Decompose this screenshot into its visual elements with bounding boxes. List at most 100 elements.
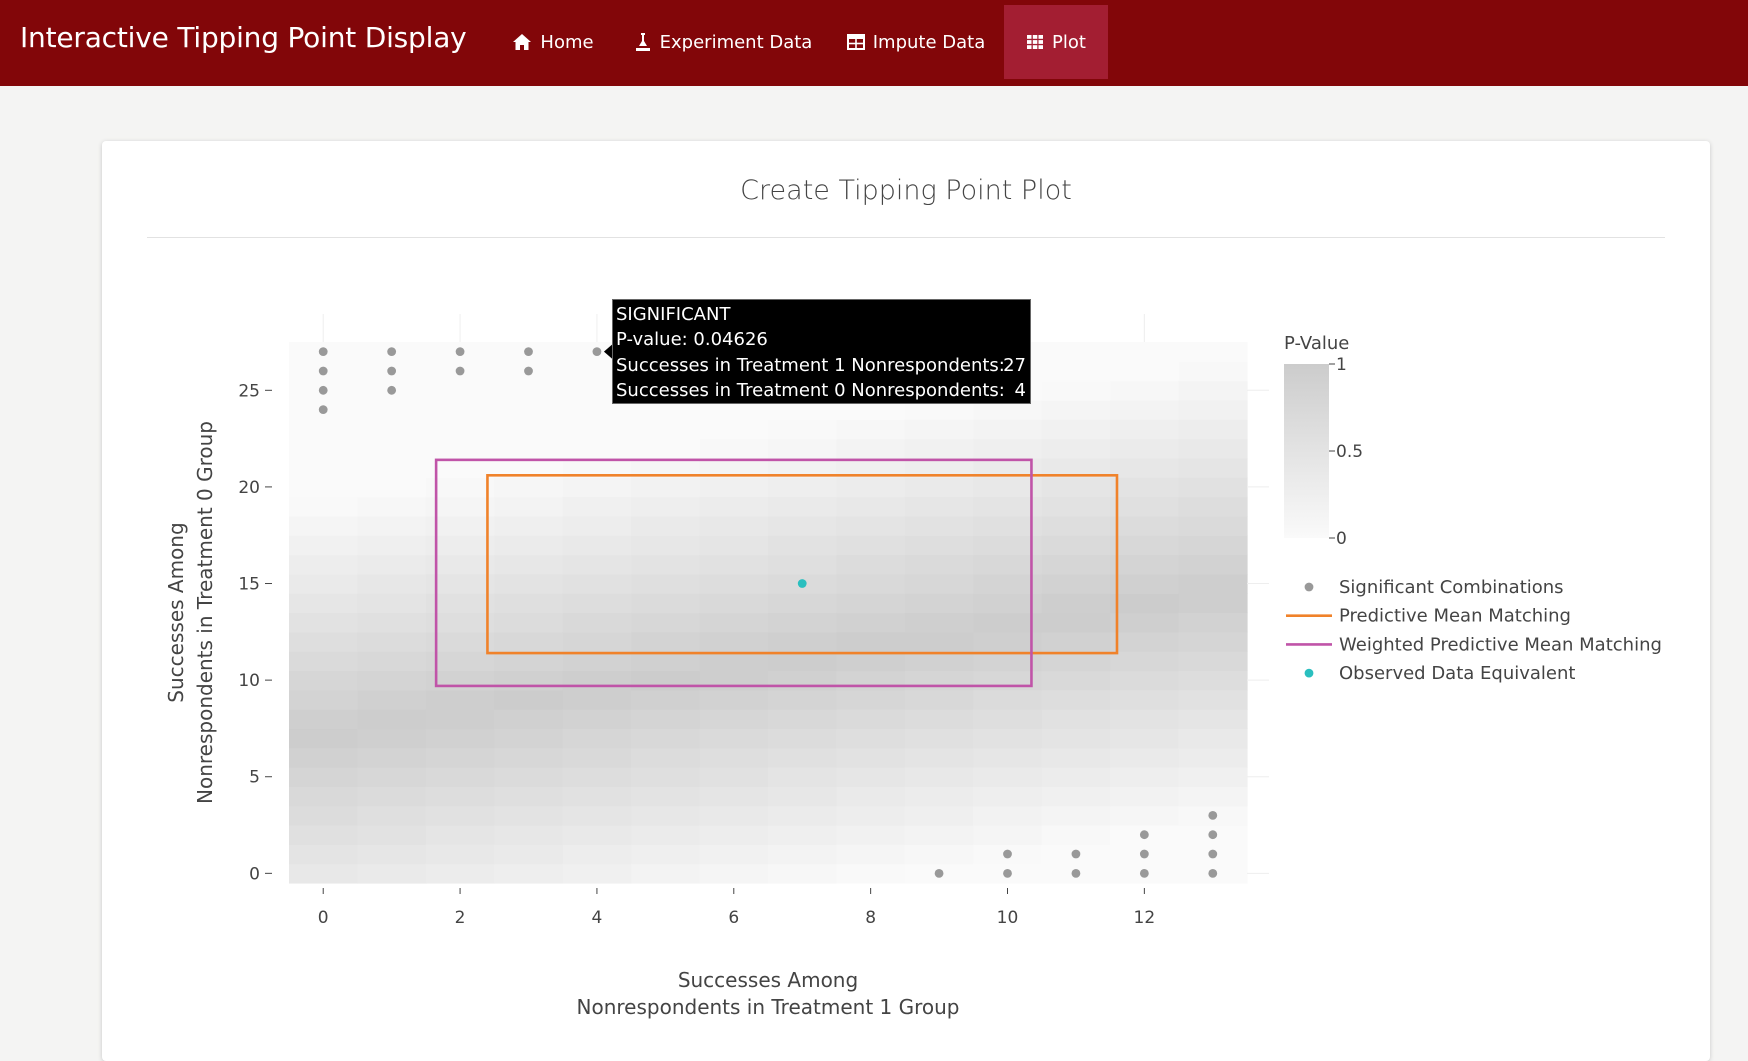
heatmap-cell[interactable]	[973, 612, 1043, 633]
significant-combinations-point[interactable]	[1208, 830, 1218, 840]
heatmap-cell[interactable]	[357, 573, 427, 594]
heatmap-cell[interactable]	[562, 593, 632, 614]
heatmap-cell[interactable]	[768, 863, 838, 884]
heatmap-cell[interactable]	[562, 496, 632, 517]
heatmap-cell[interactable]	[1041, 631, 1111, 652]
significant-combinations-point[interactable]	[1208, 868, 1218, 878]
heatmap-cell[interactable]	[562, 515, 632, 536]
heatmap-cell[interactable]	[904, 477, 974, 498]
heatmap-cell[interactable]	[357, 786, 427, 807]
heatmap-cell[interactable]	[494, 805, 564, 826]
heatmap-cell[interactable]	[836, 825, 906, 845]
heatmap-cell[interactable]	[494, 747, 564, 768]
heatmap-cell[interactable]	[631, 863, 701, 884]
heatmap-cell[interactable]	[1041, 747, 1111, 768]
heatmap-cell[interactable]	[699, 399, 769, 420]
heatmap-cell[interactable]	[699, 438, 769, 459]
heatmap-cell[interactable]	[699, 477, 769, 498]
significant-combinations-point[interactable]	[1003, 849, 1012, 859]
heatmap-cell[interactable]	[1178, 612, 1248, 633]
significant-combinations-point[interactable]	[318, 366, 328, 376]
heatmap-cell[interactable]	[631, 515, 701, 536]
heatmap-cell[interactable]	[1110, 515, 1180, 536]
heatmap-cell[interactable]	[973, 689, 1043, 710]
heatmap-cell[interactable]	[768, 612, 838, 633]
heatmap-cell[interactable]	[562, 457, 632, 478]
heatmap-cell[interactable]	[768, 651, 838, 672]
heatmap-cell[interactable]	[289, 747, 359, 768]
heatmap-cell[interactable]	[1110, 728, 1180, 749]
heatmap-cell[interactable]	[836, 805, 906, 826]
heatmap-cell[interactable]	[699, 786, 769, 807]
heatmap-cell[interactable]	[699, 825, 769, 845]
heatmap-cell[interactable]	[562, 805, 632, 826]
significant-combinations-point[interactable]	[387, 385, 397, 395]
heatmap-cell[interactable]	[494, 612, 564, 633]
heatmap-cell[interactable]	[631, 535, 701, 556]
heatmap-cell[interactable]	[562, 709, 632, 730]
heatmap-cell[interactable]	[904, 747, 974, 768]
heatmap-cell[interactable]	[494, 399, 564, 420]
heatmap-cell[interactable]	[836, 844, 906, 865]
heatmap-cell[interactable]	[631, 825, 701, 845]
heatmap-cell[interactable]	[289, 631, 359, 652]
heatmap-cell[interactable]	[973, 457, 1043, 478]
heatmap-cell[interactable]	[289, 767, 359, 787]
heatmap-cell[interactable]	[1041, 535, 1111, 556]
heatmap-cell[interactable]	[289, 689, 359, 710]
significant-combinations-point[interactable]	[387, 366, 397, 376]
heatmap-cell[interactable]	[357, 651, 427, 672]
heatmap-cell[interactable]	[836, 612, 906, 633]
heatmap-cell[interactable]	[494, 631, 564, 652]
heatmap-cell[interactable]	[494, 728, 564, 749]
heatmap-cell[interactable]	[768, 670, 838, 691]
heatmap-cell[interactable]	[699, 631, 769, 652]
app-brand[interactable]: Interactive Tipping Point Display	[20, 21, 467, 54]
heatmap-cell[interactable]	[973, 786, 1043, 807]
heatmap-cell[interactable]	[1041, 709, 1111, 730]
heatmap-cell[interactable]	[562, 825, 632, 845]
heatmap-cell[interactable]	[1178, 380, 1248, 401]
heatmap-cell[interactable]	[699, 419, 769, 440]
significant-combinations-point[interactable]	[1208, 810, 1218, 820]
heatmap-cell[interactable]	[1178, 689, 1248, 710]
heatmap-cell[interactable]	[699, 554, 769, 575]
heatmap-cell[interactable]	[631, 612, 701, 633]
heatmap-cell[interactable]	[1178, 438, 1248, 459]
heatmap-cell[interactable]	[973, 767, 1043, 787]
heatmap-cell[interactable]	[768, 631, 838, 652]
heatmap-cell[interactable]	[1178, 342, 1248, 362]
heatmap-cell[interactable]	[357, 709, 427, 730]
heatmap-cell[interactable]	[699, 728, 769, 749]
heatmap-cell[interactable]	[357, 670, 427, 691]
significant-combinations-point[interactable]	[318, 347, 328, 357]
heatmap-cell[interactable]	[357, 515, 427, 536]
heatmap-cell[interactable]	[357, 535, 427, 556]
heatmap-cell[interactable]	[289, 438, 359, 459]
heatmap-cell[interactable]	[768, 747, 838, 768]
heatmap-cell[interactable]	[631, 728, 701, 749]
heatmap-cell[interactable]	[904, 631, 974, 652]
heatmap-cell[interactable]	[631, 689, 701, 710]
heatmap-cell[interactable]	[425, 535, 495, 556]
heatmap-cell[interactable]	[631, 477, 701, 498]
heatmap-cell[interactable]	[1178, 554, 1248, 575]
legend-observed-data-equivalent-symbol[interactable]	[1304, 668, 1314, 678]
heatmap-cell[interactable]	[1041, 767, 1111, 787]
heatmap-cell[interactable]	[836, 477, 906, 498]
significant-combinations-point[interactable]	[455, 347, 465, 357]
heatmap-cell[interactable]	[289, 419, 359, 440]
heatmap-cell[interactable]	[1110, 496, 1180, 517]
heatmap-cell[interactable]	[562, 767, 632, 787]
heatmap-cell[interactable]	[631, 709, 701, 730]
heatmap-cell[interactable]	[1041, 361, 1111, 382]
heatmap-cell[interactable]	[1041, 399, 1111, 420]
heatmap-cell[interactable]	[631, 419, 701, 440]
heatmap-cell[interactable]	[768, 844, 838, 865]
heatmap-cell[interactable]	[1110, 554, 1180, 575]
heatmap-cell[interactable]	[973, 438, 1043, 459]
heatmap-cell[interactable]	[562, 631, 632, 652]
heatmap-cell[interactable]	[836, 399, 906, 420]
heatmap-cell[interactable]	[904, 496, 974, 517]
